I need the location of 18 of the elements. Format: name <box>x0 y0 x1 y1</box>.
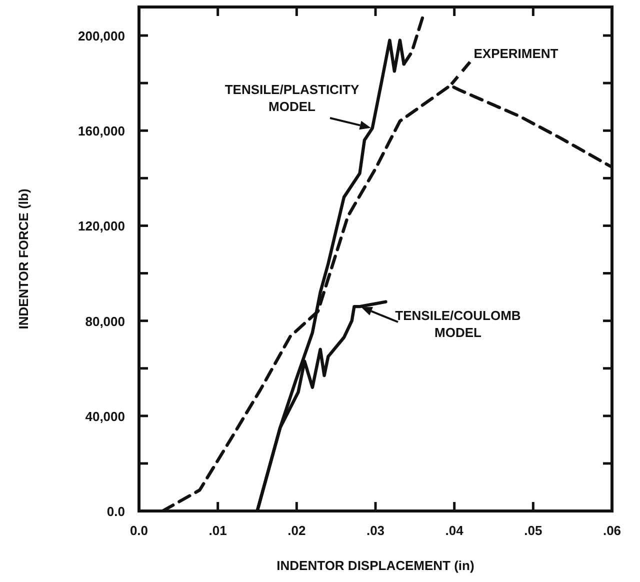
x-tick-label: .01 <box>208 523 227 538</box>
y-tick-label: 0.0 <box>106 504 125 519</box>
y-tick-label: 200,000 <box>78 28 125 44</box>
legend-label: TENSILE/COULOMB MODEL <box>395 308 521 340</box>
x-tick-label: .04 <box>445 523 464 538</box>
x-tick-label: .03 <box>366 523 385 538</box>
x-tick-label: 0.0 <box>130 523 148 538</box>
x-tick-label: .02 <box>288 523 306 538</box>
text: EXPERIMENT <box>474 46 558 61</box>
y-tick-label: 80,000 <box>85 314 125 329</box>
y-tick-label: 120,000 <box>78 218 125 234</box>
x-tick-label: .05 <box>524 523 542 538</box>
y-tick-label: 160,000 <box>78 124 125 139</box>
y-axis-title: INDENTOR FORCE (lb) <box>16 188 31 330</box>
series-label: TENSILE/PLASTICITY MODEL <box>224 82 360 114</box>
y-tick-label: 40,000 <box>85 408 125 424</box>
x-axis-title: INDENTOR DISPLACEMENT (in) <box>276 558 474 573</box>
x-tick-label: .06 <box>602 523 622 538</box>
